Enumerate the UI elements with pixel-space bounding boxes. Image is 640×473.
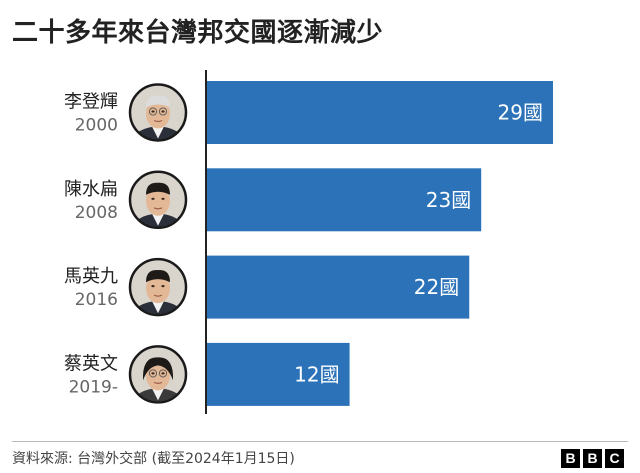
portrait-photo: [131, 85, 185, 140]
portrait-ring: [128, 83, 188, 142]
portrait-ring: [128, 257, 188, 317]
bar: [206, 342, 350, 406]
chart-row: 蔡英文 2019- 12國: [64, 342, 350, 406]
bar: [206, 255, 470, 319]
portrait-ring: [128, 345, 188, 404]
portrait-photo: [131, 347, 185, 402]
bar-value-label: 29國: [498, 101, 543, 125]
bar-value-label: 12國: [294, 362, 339, 386]
leader-name: 李登輝: [64, 92, 118, 113]
leader-year: 2019-: [69, 377, 118, 397]
portrait-photo: [131, 172, 185, 227]
chart-row: 陳水扁 2008 23國: [64, 168, 482, 232]
leader-year: 2000: [75, 116, 118, 136]
footer-divider: [12, 441, 628, 442]
leader-year: 2016: [75, 290, 118, 310]
portrait-ring: [128, 170, 188, 230]
bbc-logo: B B C: [561, 449, 624, 468]
leader-year: 2008: [75, 203, 118, 223]
bbc-logo-letter: B: [561, 449, 580, 468]
leader-name: 馬英九: [64, 266, 118, 287]
chart-row: 馬英九 2016 22國: [64, 255, 470, 319]
leader-name: 蔡英文: [64, 353, 118, 374]
portrait-photo: [131, 260, 185, 315]
chart-title: 二十多年來台灣邦交國逐漸減少: [12, 18, 384, 48]
source-note: 資料來源: 台灣外交部 (截至2024年1月15日): [12, 451, 295, 467]
bbc-logo-letter: C: [605, 449, 624, 468]
bar-value-label: 23國: [426, 188, 471, 212]
chart-row: 李登輝 2000 29國: [64, 81, 553, 144]
bar-value-label: 22國: [414, 275, 459, 299]
bar: [206, 81, 553, 144]
leader-name: 陳水扁: [64, 179, 118, 200]
bbc-logo-letter: B: [583, 449, 602, 468]
bar: [206, 168, 482, 232]
